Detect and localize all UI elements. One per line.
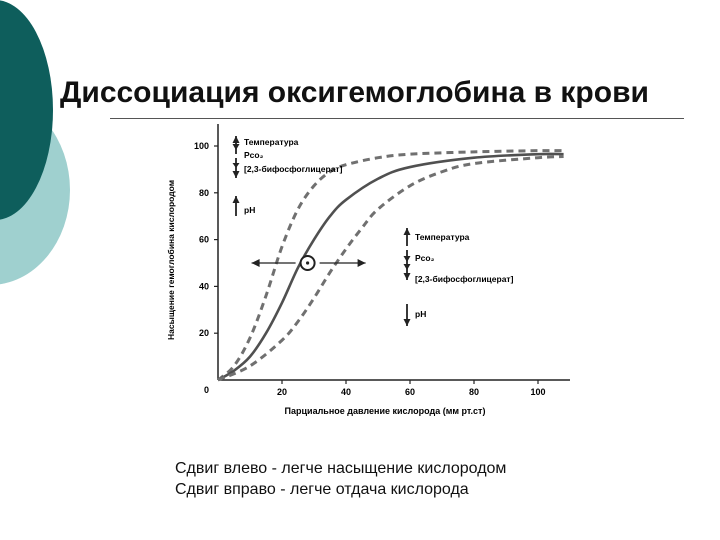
origin-label: 0 xyxy=(204,385,209,395)
oxygen-dissociation-chart: 20 40 60 80 100 20 40 60 80 100 0 Температура Pco₂ [… xyxy=(166,124,570,416)
right-label-ph: pH xyxy=(415,309,426,319)
x-tick-label: 100 xyxy=(530,387,545,397)
series-line-3 xyxy=(217,155,564,382)
chart-ticks: 20 40 60 80 100 20 40 60 80 100 0 xyxy=(194,141,546,397)
right-label-dpg: [2,3-бифосфоглицерат] xyxy=(415,274,514,284)
y-tick-label: 80 xyxy=(199,188,209,198)
left-pco2-arrow-double xyxy=(232,163,240,168)
slide-title: Диссоциация оксигемоглобина в крови xyxy=(60,76,649,109)
left-label-temperature: Температура xyxy=(244,137,299,147)
right-label-temperature: Температура xyxy=(415,232,470,242)
right-label-pco2: Pco₂ xyxy=(415,253,435,263)
x-tick-label: 40 xyxy=(341,387,351,397)
chart-annotations: Температура Pco₂ [2,3-бифосфоглицерат] pH Те… xyxy=(232,136,514,326)
caption-line-left-shift: Сдвиг влево - легче насыщение кислородом xyxy=(175,460,507,477)
series-line-2 xyxy=(217,152,564,382)
y-tick-label: 40 xyxy=(199,281,209,291)
y-tick-label: 20 xyxy=(199,328,209,338)
x-tick-label: 80 xyxy=(469,387,479,397)
left-ph-arrow-head xyxy=(232,196,240,203)
left-temp-arrow-double xyxy=(232,144,240,150)
left-label-pco2: Pco₂ xyxy=(244,150,264,160)
y-axis-label: Насыщение гемоглобина кислородом xyxy=(166,180,176,340)
right-pco2-arrow-triple xyxy=(403,264,411,270)
caption-line-right-shift: Сдвиг вправо - легче отдача кислорода xyxy=(175,481,469,498)
series-line-1 xyxy=(217,149,564,382)
y-tick-label: 60 xyxy=(199,235,209,245)
x-tick-label: 20 xyxy=(277,387,287,397)
x-axis-label: Парциальное давление кислорода (мм рт.ст… xyxy=(285,406,486,416)
chart-axes xyxy=(217,124,570,381)
left-label-dpg: [2,3-бифосфоглицерат] xyxy=(244,164,343,174)
right-pco2-arrow-double xyxy=(403,256,411,262)
slide-decoration xyxy=(0,0,70,285)
right-shift-arrow-head xyxy=(357,259,366,267)
p50-marker-dot xyxy=(306,261,310,265)
right-ph-arrow-head xyxy=(403,319,411,326)
left-shift-arrow-head xyxy=(251,259,260,267)
y-tick-label: 100 xyxy=(194,141,209,151)
x-tick-label: 60 xyxy=(405,387,415,397)
left-label-ph: pH xyxy=(244,205,255,215)
decoration-dark-circle xyxy=(0,0,53,220)
left-temp-arrow-head xyxy=(232,136,240,143)
chart-curves xyxy=(217,149,564,382)
right-temp-arrow-head xyxy=(403,228,411,235)
slide-caption: Сдвиг влево - легче насыщение кислородом… xyxy=(175,458,506,500)
title-divider xyxy=(110,118,684,119)
left-pco2-arrow-head xyxy=(232,171,240,178)
right-pco2-arrow-head xyxy=(403,273,411,280)
